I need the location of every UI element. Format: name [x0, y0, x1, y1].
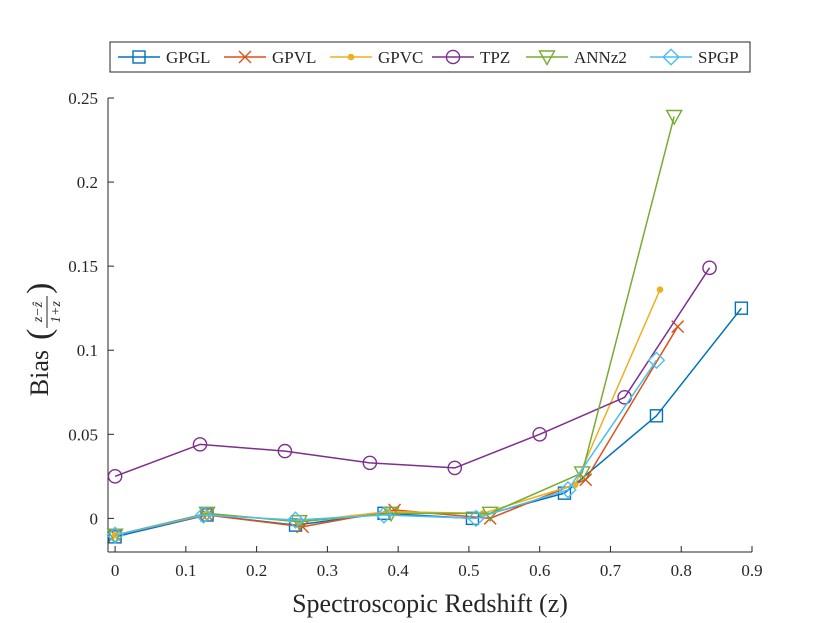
data-point: [107, 469, 123, 484]
series-gpvc: [111, 286, 664, 539]
x-tick-label: 0: [111, 561, 120, 580]
y-tick-label: 0.1: [77, 341, 98, 360]
legend: GPGL GPVL GPVC TPZ ANNz2 SPGP: [109, 41, 751, 73]
data-point: [375, 506, 393, 524]
x-tick-label: 0.1: [175, 561, 196, 580]
data-point: [649, 409, 664, 423]
data-point: [106, 526, 124, 544]
data-point: [702, 260, 717, 276]
data-point: [106, 528, 124, 545]
data-point: [559, 480, 577, 499]
legend-label: GPGL: [166, 48, 210, 67]
data-point: [192, 437, 208, 452]
data-point: [194, 506, 213, 524]
x-tick-label: 0.2: [246, 561, 267, 580]
data-point: [447, 460, 463, 476]
data-point: [277, 443, 293, 459]
legend-marker: [662, 48, 680, 66]
data-point: [532, 426, 547, 442]
data-point: [286, 511, 305, 529]
x-tick-label: 0.9: [741, 561, 762, 580]
data-point: [734, 301, 749, 315]
legend-label: ANNz2: [574, 48, 627, 67]
legend-marker: [538, 50, 556, 66]
series-spgp: [106, 351, 666, 544]
y-tick-label: 0.05: [68, 425, 98, 444]
data-point: [665, 109, 683, 126]
x-axis-label: Spectroscopic Redshift (z): [292, 589, 568, 618]
series-line: [114, 359, 658, 536]
series-line: [114, 267, 711, 478]
y-axis-label-prefix: Bias: [25, 350, 54, 396]
series-line: [114, 307, 742, 538]
data-point: [382, 506, 400, 523]
x-tick-label: 0.3: [317, 561, 338, 580]
legend-label: GPVC: [378, 48, 423, 67]
legend-marker: [238, 50, 252, 64]
legend-label: TPZ: [480, 48, 510, 67]
series-gpvl: [108, 320, 685, 542]
y-tick-label: 0: [90, 509, 99, 528]
series-annz2: [106, 109, 683, 545]
axes: 0 0.1 0.2 0.3 0.4 0.5 0.6 0.7 0.8 0.9 0 0.05 0.1 0.15…: [68, 89, 762, 580]
y-axis-label-paren-close: ): [21, 283, 58, 294]
x-tick-label: 0.4: [388, 561, 410, 580]
y-tick-label: 0.2: [77, 173, 98, 192]
y-tick-label: 0.15: [68, 257, 98, 276]
x-tick-label: 0.8: [671, 561, 692, 580]
axis-labels: Spectroscopic Redshift (z) Bias ( z−ẑ 1+z): [21, 283, 568, 618]
series-tpz: [107, 260, 717, 484]
y-tick-label: 0.25: [68, 89, 98, 108]
legend-marker: [132, 50, 146, 64]
legend-label: SPGP: [698, 48, 739, 67]
data-point: [481, 506, 499, 523]
legend-marker: [347, 53, 355, 61]
legend-box: [109, 41, 751, 73]
x-tick-label: 0.5: [458, 561, 479, 580]
data-point: [362, 455, 378, 471]
data-point: [467, 509, 485, 528]
legend-marker: [445, 49, 461, 65]
data-point: [647, 351, 666, 370]
y-axis-label-numerator: z−ẑ: [31, 301, 46, 323]
y-axis-label-denominator: 1+z: [49, 301, 64, 323]
x-tick-label: 0.7: [600, 561, 622, 580]
y-axis-label-paren-open: (: [21, 329, 58, 340]
y-axis-label: Bias ( z−ẑ 1+z): [21, 283, 64, 397]
data-point: [656, 286, 664, 293]
series-line: [114, 289, 661, 536]
data-point: [579, 473, 593, 487]
x-tick-label: 0.6: [529, 561, 550, 580]
series-layer: [106, 109, 749, 545]
legend-label: GPVL: [272, 48, 316, 67]
